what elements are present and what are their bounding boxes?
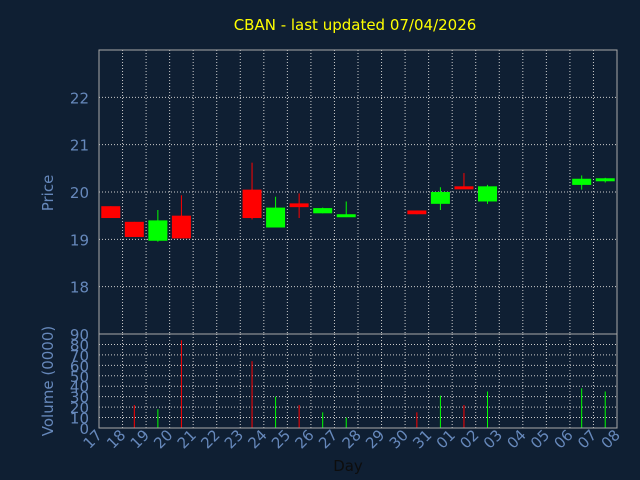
candle-body bbox=[454, 186, 474, 190]
candle-body bbox=[572, 178, 592, 185]
candle-body bbox=[430, 192, 450, 204]
volume-tick-label: 90 bbox=[70, 326, 89, 344]
volume-tick-label: 10 bbox=[70, 410, 89, 428]
price-axis-label: Price bbox=[39, 175, 57, 212]
candle-body bbox=[171, 215, 191, 239]
candle-body bbox=[478, 186, 497, 202]
x-tick-labels: 1718192021222324252627282930310102030405… bbox=[80, 426, 624, 452]
volume-tick-label: 20 bbox=[70, 399, 89, 417]
candle-body bbox=[148, 220, 168, 241]
price-tick-label: 20 bbox=[70, 184, 89, 202]
candles bbox=[101, 162, 615, 242]
candle-body bbox=[595, 178, 615, 182]
price-tick-label: 22 bbox=[70, 89, 89, 107]
chart-title: CBAN - last updated 07/04/2026 bbox=[234, 16, 477, 34]
price-tick-label: 19 bbox=[70, 231, 89, 249]
volume-tick-label: 60 bbox=[70, 357, 89, 375]
candle-body bbox=[407, 210, 427, 215]
volume-axis-label: Volume (0000) bbox=[39, 326, 57, 436]
candle-body bbox=[289, 203, 309, 208]
candle-body bbox=[266, 207, 286, 228]
volume-tick-label: 40 bbox=[70, 378, 89, 396]
volume-tick-label: 0 bbox=[79, 420, 89, 438]
price-tick-labels: 18 19 20 21 22 bbox=[70, 89, 89, 296]
volume-grid bbox=[99, 334, 617, 428]
volume-tick-label: 70 bbox=[70, 347, 89, 365]
volume-tick-label: 80 bbox=[70, 336, 89, 354]
candle-body bbox=[101, 206, 121, 219]
price-grid bbox=[99, 50, 617, 334]
volume-bars bbox=[133, 340, 606, 428]
candle-body bbox=[336, 214, 356, 218]
price-tick-label: 21 bbox=[70, 137, 89, 155]
candle-body bbox=[313, 208, 333, 214]
candle-body bbox=[124, 221, 144, 237]
volume-plot-frame bbox=[98, 333, 618, 429]
volume-tick-label: 30 bbox=[70, 389, 89, 407]
volume-tick-label: 50 bbox=[70, 368, 89, 386]
candle-body bbox=[242, 189, 262, 219]
x-axis-label: Day bbox=[333, 457, 363, 475]
price-tick-label: 18 bbox=[70, 279, 89, 297]
